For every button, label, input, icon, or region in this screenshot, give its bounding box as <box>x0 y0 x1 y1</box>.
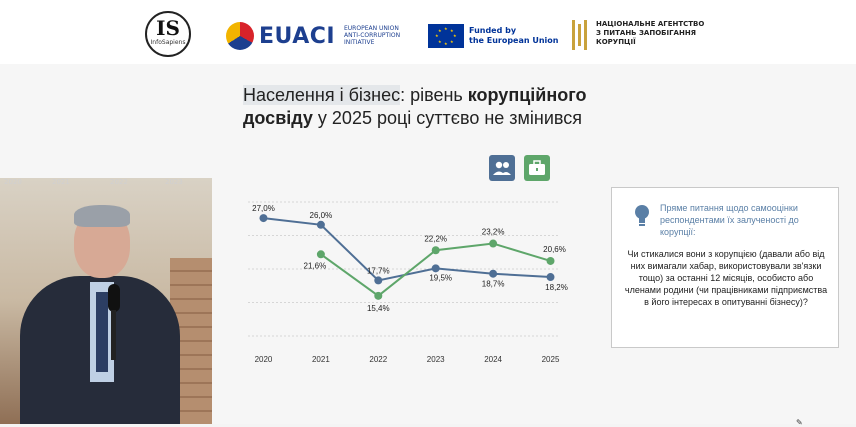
business-data-label: 23,2% <box>482 228 505 237</box>
eu-flag-icon: ★ ★ ★ ★ ★ ★ ★ ★ <box>428 24 464 48</box>
top-logo-bar: IS InfoSapiens EUACI EUROPEAN UNION ANTI… <box>0 0 856 64</box>
title-bold-2: досвіду <box>243 108 313 128</box>
bg-year-2: 2021 <box>52 178 70 186</box>
population-data-label: 18,2% <box>545 283 568 292</box>
title-highlight: Населення і бізнес <box>243 85 401 105</box>
eu-funding-text: Funded by the European Union <box>469 26 559 46</box>
microphone-handle <box>111 310 116 360</box>
business-data-label: 21,6% <box>304 261 327 270</box>
lightbulb-icon <box>635 205 649 226</box>
briefcase-icon <box>524 155 550 181</box>
nazk-line1: НАЦІОНАЛЬНЕ АГЕНТСТВО <box>596 20 705 28</box>
population-data-label: 27,0% <box>252 204 275 213</box>
business-data-label: 20,6% <box>543 245 566 254</box>
infosapiens-logo-letters: IS <box>156 16 180 40</box>
slide-title: Населення і бізнес: рівень корупційного д… <box>243 84 663 130</box>
x-tick-label: 2024 <box>484 355 502 364</box>
infosapiens-logo-name: InfoSapiens <box>150 39 186 46</box>
business-data-point <box>431 246 440 255</box>
business-data-point <box>316 250 325 259</box>
speaker-tie <box>96 292 108 372</box>
nazk-emblem-icon <box>570 20 590 50</box>
x-tick-label: 2023 <box>427 355 445 364</box>
population-data-label: 26,0% <box>310 211 333 220</box>
bg-year-4: 2023 <box>165 178 183 186</box>
bg-year-1: 2020 <box>4 178 22 186</box>
x-tick-label: 2025 <box>542 355 560 364</box>
population-series-line <box>263 217 551 282</box>
business-data-point <box>489 239 498 248</box>
population-data-point <box>259 214 268 223</box>
nazk-line2: З ПИТАНЬ ЗАПОБІГАННЯ <box>596 29 697 37</box>
question-box: Пряме питання щодо самооцінки респондент… <box>611 187 839 348</box>
speaker-hair <box>74 205 130 227</box>
population-data-point <box>431 264 440 273</box>
title-text-2: у 2025 році суттєво не змінився <box>312 108 583 128</box>
question-box-body: Чи стикалися вони з корупцією (давали аб… <box>624 249 828 307</box>
euaci-logo-name: EUACI <box>259 24 336 49</box>
population-data-label: 18,7% <box>482 280 505 289</box>
infosapiens-logo: IS InfoSapiens <box>145 11 191 57</box>
x-tick-label: 2021 <box>312 355 330 364</box>
population-data-label: 17,7% <box>367 266 390 275</box>
question-box-header: Пряме питання щодо самооцінки респондент… <box>660 203 799 237</box>
population-data-point <box>316 220 325 229</box>
business-data-point <box>374 291 383 300</box>
x-tick-label: 2022 <box>369 355 387 364</box>
population-data-point <box>489 269 498 278</box>
population-data-label: 19,5% <box>429 273 452 282</box>
x-tick-label: 2020 <box>255 355 273 364</box>
corner-mark: ✎ <box>796 418 803 427</box>
microphone-icon <box>108 284 120 312</box>
population-data-point <box>546 273 555 282</box>
corruption-experience-line-chart: 2020 2021 2022 2023 2024 2025 27,0% 26,0% 17,7% 1… <box>248 201 568 364</box>
population-data-point <box>374 276 383 285</box>
eu-funding-line2: the European Union <box>469 36 559 45</box>
business-data-label: 22,2% <box>424 234 447 243</box>
bg-year-3: 2022 <box>110 178 128 186</box>
euaci-logo-subtitle: EUROPEAN UNION ANTI-CORRUPTION INITIATIV… <box>344 25 401 46</box>
people-icon <box>489 155 515 181</box>
business-data-label: 15,4% <box>367 304 390 313</box>
nazk-line3: КОРУПЦІЇ <box>596 38 636 46</box>
euaci-emblem-icon <box>226 22 254 50</box>
business-data-point <box>546 256 555 265</box>
title-bold-1: корупційного <box>467 85 587 105</box>
eu-funding-line1: Funded by <box>469 26 517 35</box>
title-text-1: : рівень <box>400 85 468 105</box>
nazk-logo-text: НАЦІОНАЛЬНЕ АГЕНТСТВО З ПИТАНЬ ЗАПОБІГАН… <box>596 20 704 47</box>
